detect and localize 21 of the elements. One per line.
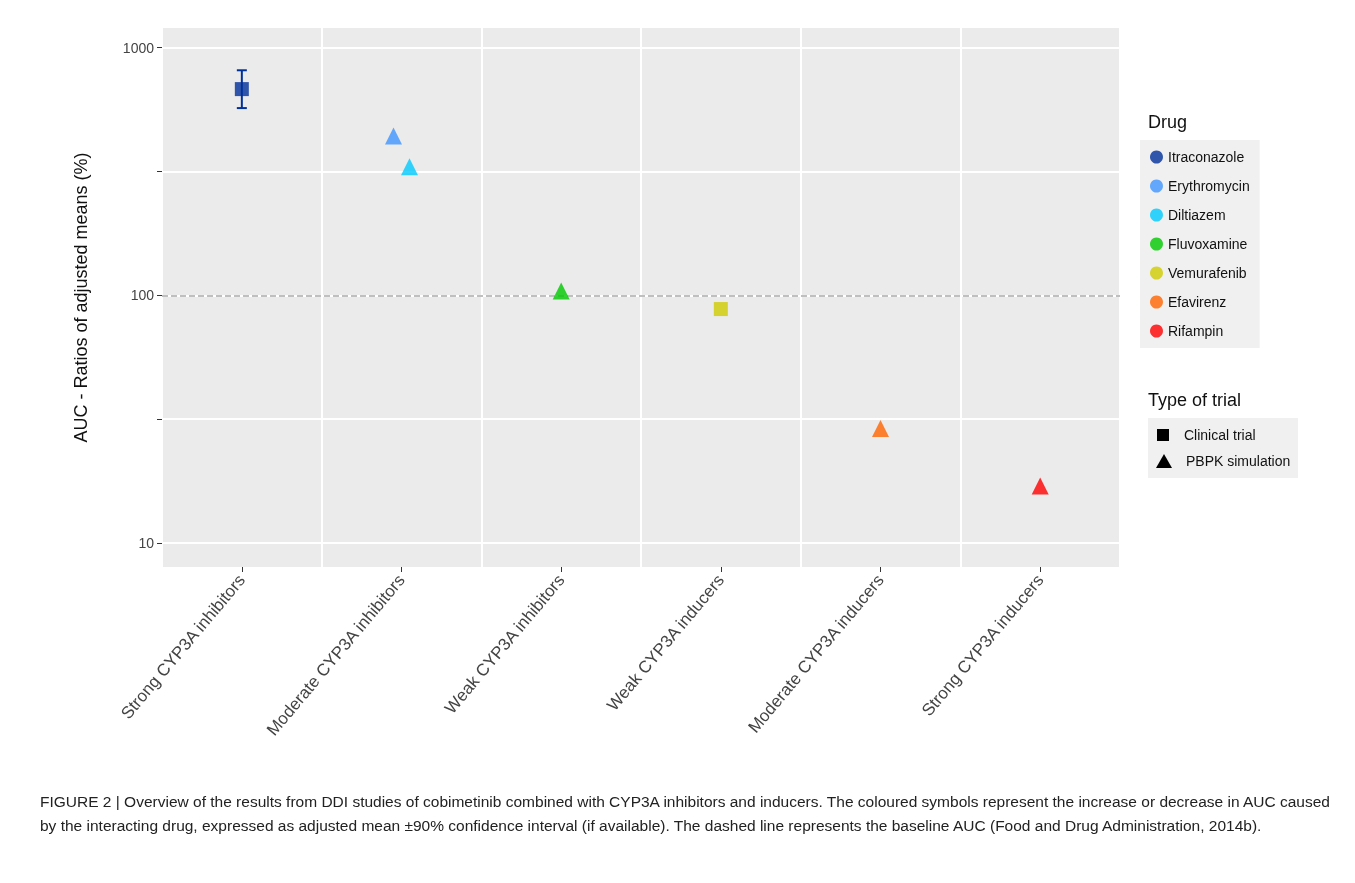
- point: [234, 82, 249, 97]
- legend-label: Fluvoxamine: [1168, 236, 1248, 252]
- legend-title: Drug: [1148, 112, 1188, 133]
- legend-label: Rifampin: [1168, 323, 1224, 339]
- caption: FIGURE 2 | Overview of the results from DDI studies of cobimetinib combined with CYP3A inhibitors and inducers. The coloured symbols represent the increase or decrease in AUC caused by the interacting drug, expressed as adjusted mean ±90% confidence interval (if available). The dashed line represents the baseline AUC (Food and Drug Administration, 2014b).: [40, 792, 1330, 836]
- point: [1031, 477, 1049, 495]
- legend-label: Efavirenz: [1168, 294, 1227, 310]
- text: Type of trial: [1148, 390, 1242, 411]
- y-tick-label: 1000: [122, 39, 155, 56]
- y-axis-title: AUC - Ratios of adjusted means (%): [71, 152, 91, 443]
- legend-label: Vemurafenib: [1168, 265, 1247, 281]
- y-tick-label: 10: [138, 535, 155, 551]
- text: PBPK simulation: [1186, 453, 1291, 469]
- y-tick-label: 100: [130, 287, 155, 304]
- text: Clinical trial: [1184, 427, 1256, 443]
- legend-label: Itraconazole: [1168, 149, 1245, 165]
- point: [713, 302, 728, 317]
- legend-label: Diltiazem: [1168, 207, 1226, 223]
- point: [872, 419, 889, 437]
- legend-label: Erythromycin: [1168, 178, 1250, 194]
- point: [552, 282, 570, 300]
